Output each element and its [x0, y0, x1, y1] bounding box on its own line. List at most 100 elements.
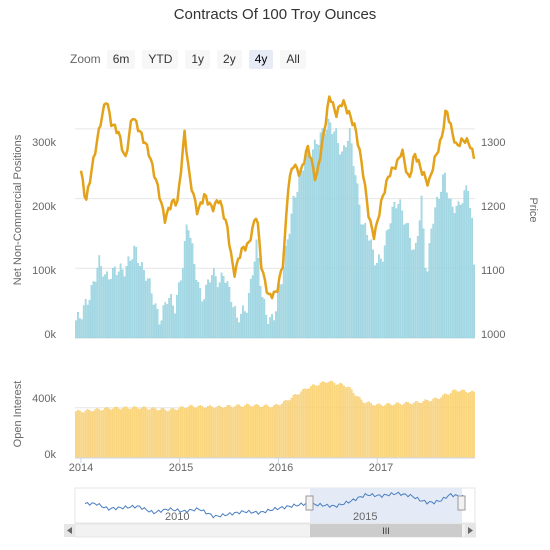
- open-interest-bar: [409, 403, 411, 459]
- open-interest-bar: [222, 408, 225, 459]
- position-bar: [288, 233, 291, 339]
- position-bar: [374, 265, 376, 339]
- open-interest-bar: [212, 408, 215, 459]
- y-tick-label: 200k: [32, 201, 56, 213]
- position-bar: [358, 204, 361, 339]
- position-bar: [345, 147, 347, 339]
- open-interest-bar: [312, 384, 314, 459]
- position-bar: [178, 282, 180, 339]
- position-bar: [391, 206, 394, 339]
- position-bar: [432, 223, 435, 339]
- position-bar: [284, 245, 287, 339]
- y-tick-label: 100k: [32, 265, 56, 277]
- open-interest-bar: [181, 406, 184, 459]
- open-interest-bar: [269, 407, 272, 459]
- position-bar: [471, 217, 473, 339]
- open-interest-bar: [310, 386, 312, 459]
- position-bar: [88, 300, 91, 339]
- open-interest-bar: [230, 406, 233, 459]
- position-bar: [430, 228, 433, 339]
- position-bar: [403, 224, 405, 339]
- open-interest-bar: [329, 380, 332, 459]
- zoom-6m-button[interactable]: 6m: [106, 49, 136, 69]
- navigator-series-line: [84, 491, 466, 519]
- open-interest-bar: [133, 406, 136, 459]
- open-interest-bar: [471, 390, 473, 459]
- position-bar: [337, 143, 339, 339]
- open-interest-bar: [308, 388, 310, 459]
- open-interest-bar: [170, 408, 172, 459]
- zoom-2y-button[interactable]: 2y: [217, 49, 242, 69]
- position-bar: [370, 239, 372, 339]
- position-bar: [416, 236, 419, 339]
- open-interest-bar: [399, 404, 402, 459]
- zoom-all-button[interactable]: All: [280, 49, 306, 69]
- open-interest-bar: [189, 404, 192, 459]
- zoom-1y-button[interactable]: 1y: [185, 49, 211, 69]
- position-bar: [282, 266, 285, 339]
- position-bar: [125, 266, 128, 339]
- open-interest-bar: [348, 387, 351, 459]
- open-interest-bar: [214, 407, 217, 459]
- position-bar: [296, 191, 299, 339]
- position-bar: [325, 129, 328, 339]
- open-interest-bar: [335, 384, 338, 459]
- position-bar: [465, 185, 468, 339]
- open-interest-bar: [395, 402, 398, 459]
- position-bar: [174, 313, 176, 339]
- navigator[interactable]: 2010 2015: [74, 487, 476, 524]
- position-bar: [356, 183, 359, 339]
- open-interest-bar: [296, 394, 299, 459]
- position-bar: [395, 208, 398, 339]
- zoom-4y-button[interactable]: 4y: [248, 49, 274, 69]
- position-bar: [277, 292, 279, 339]
- y-tick-label: 0k: [44, 329, 56, 341]
- position-bar: [244, 311, 246, 339]
- open-interest-bar: [368, 401, 371, 459]
- position-bar: [234, 305, 237, 339]
- open-interest-bar: [447, 394, 450, 459]
- position-bar: [172, 305, 174, 339]
- open-interest-bar: [473, 391, 475, 459]
- position-bar: [214, 276, 217, 339]
- open-interest-bar: [104, 407, 106, 459]
- position-bar: [315, 144, 318, 339]
- open-interest-bar: [469, 391, 472, 459]
- open-interest-bar: [313, 384, 316, 459]
- open-interest-bar: [251, 406, 254, 459]
- navigator-left-handle[interactable]: [305, 495, 314, 511]
- open-interest-bar: [467, 393, 470, 459]
- navigator-right-handle[interactable]: [457, 495, 466, 511]
- position-bar: [86, 304, 89, 339]
- position-bar: [333, 131, 336, 339]
- scrollbar[interactable]: III: [64, 523, 476, 538]
- navigator-selection[interactable]: [310, 488, 462, 523]
- position-bar: [121, 269, 124, 339]
- open-interest-bar: [383, 405, 386, 459]
- position-bar: [255, 239, 258, 339]
- open-interest-bar: [449, 393, 452, 459]
- position-bar: [449, 198, 452, 339]
- open-interest-bar: [331, 380, 334, 459]
- open-interest-bar: [451, 390, 454, 459]
- open-interest-bar: [434, 397, 437, 459]
- open-interest-bar: [432, 398, 435, 459]
- scrollbar-grip: III: [382, 526, 390, 536]
- open-interest-bar: [381, 406, 384, 459]
- position-bar: [168, 298, 171, 339]
- open-interest-bar: [123, 406, 126, 459]
- position-bar: [191, 243, 194, 339]
- zoom-ytd-button[interactable]: YTD: [142, 49, 179, 69]
- position-bars: [75, 118, 475, 339]
- open-interest-bar: [203, 407, 205, 459]
- open-interest-bar: [143, 406, 145, 459]
- scrollbar-thumb[interactable]: [310, 524, 462, 537]
- open-interest-bar: [160, 408, 163, 459]
- position-bar: [79, 318, 81, 339]
- position-bar: [414, 242, 417, 339]
- open-interest-bar: [457, 391, 460, 459]
- position-bar: [164, 302, 167, 339]
- position-bar: [352, 165, 355, 339]
- open-interest-bar: [82, 412, 85, 459]
- position-bar: [195, 279, 198, 339]
